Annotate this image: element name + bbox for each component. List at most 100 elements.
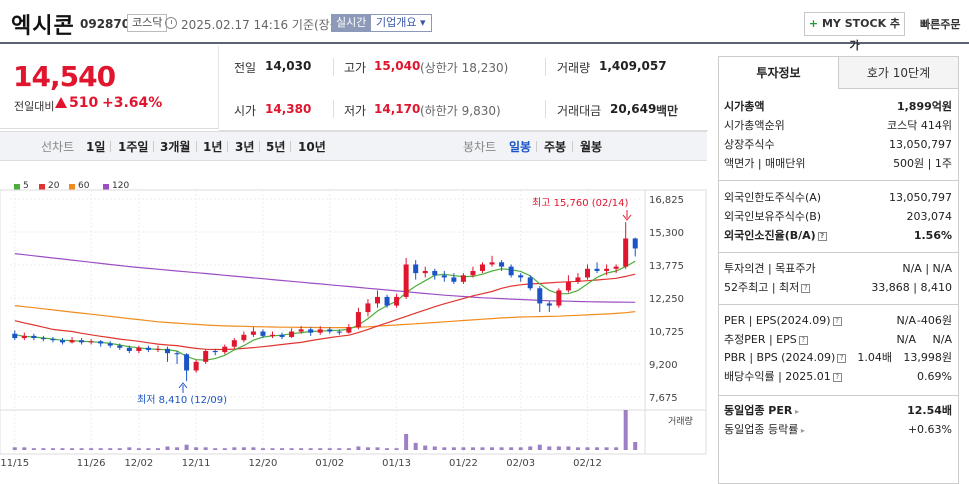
- divider: [545, 58, 546, 76]
- ma60-line: [14, 305, 636, 329]
- period-1w[interactable]: 1주일: [118, 140, 149, 154]
- volume-bar: [108, 448, 113, 450]
- volume-bar: [31, 448, 36, 450]
- divider: [227, 141, 228, 152]
- help-icon[interactable]: ?: [832, 372, 842, 382]
- candle-body: [489, 262, 495, 265]
- volume-bar: [623, 410, 628, 450]
- y-tick-label: 13,775: [649, 261, 684, 272]
- volume-bar: [528, 446, 533, 450]
- candle-body: [145, 347, 151, 350]
- period-3m[interactable]: 3개월: [160, 140, 191, 154]
- info-row: 추정PER | EPS? N/A N/A: [724, 333, 952, 346]
- my-stock-add-button[interactable]: + MY STOCK 추가: [804, 12, 905, 52]
- legend-ma5: 5: [23, 181, 29, 191]
- candle-body: [537, 288, 543, 304]
- volume-bar: [308, 448, 313, 450]
- low-value: 14,170: [374, 102, 421, 116]
- help-icon[interactable]: ?: [798, 335, 808, 345]
- up-arrow-icon: [55, 97, 67, 108]
- candle-body: [594, 268, 600, 271]
- info-row: 외국인보유주식수(B) 203,074: [724, 210, 952, 223]
- volume-bar: [241, 447, 246, 450]
- volume-bar: [556, 446, 561, 450]
- volume-bar: [117, 448, 122, 450]
- candle-body: [88, 341, 94, 343]
- divider: [536, 141, 537, 152]
- candle-body: [241, 334, 247, 341]
- info-row: PER | EPS(2024.09)? N/A -406원: [724, 314, 952, 327]
- info-row: 시가총액 1,899억원: [724, 100, 952, 113]
- candle-body: [556, 290, 562, 306]
- period-1y[interactable]: 1년: [203, 140, 223, 154]
- divider: [719, 180, 958, 181]
- info-row: 52주최고 | 최저? 33,868 | 8,410: [724, 281, 952, 294]
- volume-bar: [22, 447, 27, 450]
- period-10y[interactable]: 10년: [298, 140, 326, 154]
- candle-body: [279, 334, 285, 337]
- candle-body: [50, 339, 56, 341]
- candle-body: [470, 270, 476, 276]
- tab-investment-info[interactable]: 투자정보: [718, 56, 839, 89]
- candle-body: [632, 238, 638, 249]
- candle-body: [365, 303, 371, 313]
- volume-bar: [432, 446, 437, 450]
- candle-body: [107, 343, 113, 346]
- help-icon[interactable]: ?: [832, 316, 842, 326]
- price-change: 510: [69, 95, 99, 111]
- x-tick-label: 01/22: [449, 458, 478, 469]
- volume-bar: [50, 448, 55, 450]
- quick-order-link[interactable]: 빠른주문: [920, 18, 961, 31]
- help-icon[interactable]: ?: [801, 283, 811, 293]
- candle-body: [212, 351, 218, 353]
- divider: [196, 141, 197, 152]
- open-label: 시가: [234, 104, 257, 118]
- timestamp: 2025.02.17 14:16 기준(장중): [181, 18, 346, 32]
- chevron-down-icon: ▾: [416, 16, 426, 29]
- candle-body: [623, 238, 629, 267]
- divider: [259, 141, 260, 152]
- ma5-line: [14, 260, 636, 361]
- candle-weekly[interactable]: 주봉: [544, 140, 567, 154]
- info-row: 외국인한도주식수(A) 13,050,797: [724, 191, 952, 204]
- period-5y[interactable]: 5년: [266, 140, 286, 154]
- volume-bar: [365, 447, 370, 450]
- tab-order-book[interactable]: 호가 10단계: [838, 56, 959, 89]
- candle-monthly[interactable]: 월봉: [580, 140, 603, 154]
- info-row: PBR | BPS (2024.09)? 1.04배 13,998원: [724, 351, 952, 364]
- volume-bar: [604, 447, 609, 450]
- candle-body: [499, 262, 505, 267]
- volume-bar: [318, 448, 323, 450]
- y-tick-label: 7,675: [649, 393, 678, 404]
- realtime-button[interactable]: 실시간: [331, 14, 372, 32]
- divider: [333, 100, 334, 118]
- price-chart[interactable]: 16,825 15,300 13,775 12,250 10,725 9,200 7,675…: [0, 175, 707, 484]
- period-1d[interactable]: 1일: [86, 140, 106, 154]
- info-row: 액면가 | 매매단위 500원 | 1주: [724, 157, 952, 170]
- volume-bar: [12, 447, 17, 450]
- x-tick-label: 12/20: [249, 458, 278, 469]
- legend-ma20: 20: [48, 181, 60, 191]
- volume-bar: [461, 447, 466, 450]
- help-icon[interactable]: ?: [837, 353, 847, 363]
- volume-bar: [480, 447, 485, 450]
- period-3y[interactable]: 3년: [235, 140, 255, 154]
- volume-bar: [203, 447, 208, 450]
- candle-daily[interactable]: 일봉: [509, 140, 532, 154]
- line-chart-label: 선차트: [41, 140, 75, 154]
- volume-bar: [146, 448, 151, 450]
- clock-icon: [165, 17, 177, 29]
- volume-bar: [70, 448, 75, 450]
- stock-header: [0, 0, 969, 44]
- candle-body: [222, 346, 228, 353]
- amount-unit: 백만: [656, 104, 679, 118]
- candle-body: [231, 340, 237, 347]
- candle-body: [155, 348, 161, 350]
- volume-bar: [270, 448, 275, 450]
- candle-body: [117, 345, 123, 348]
- company-overview-dropdown[interactable]: 기업개요 ▾: [370, 14, 432, 32]
- help-icon[interactable]: ?: [817, 231, 827, 241]
- candle-body: [31, 335, 37, 339]
- volume-bar: [451, 447, 456, 450]
- volume-bar: [394, 448, 399, 450]
